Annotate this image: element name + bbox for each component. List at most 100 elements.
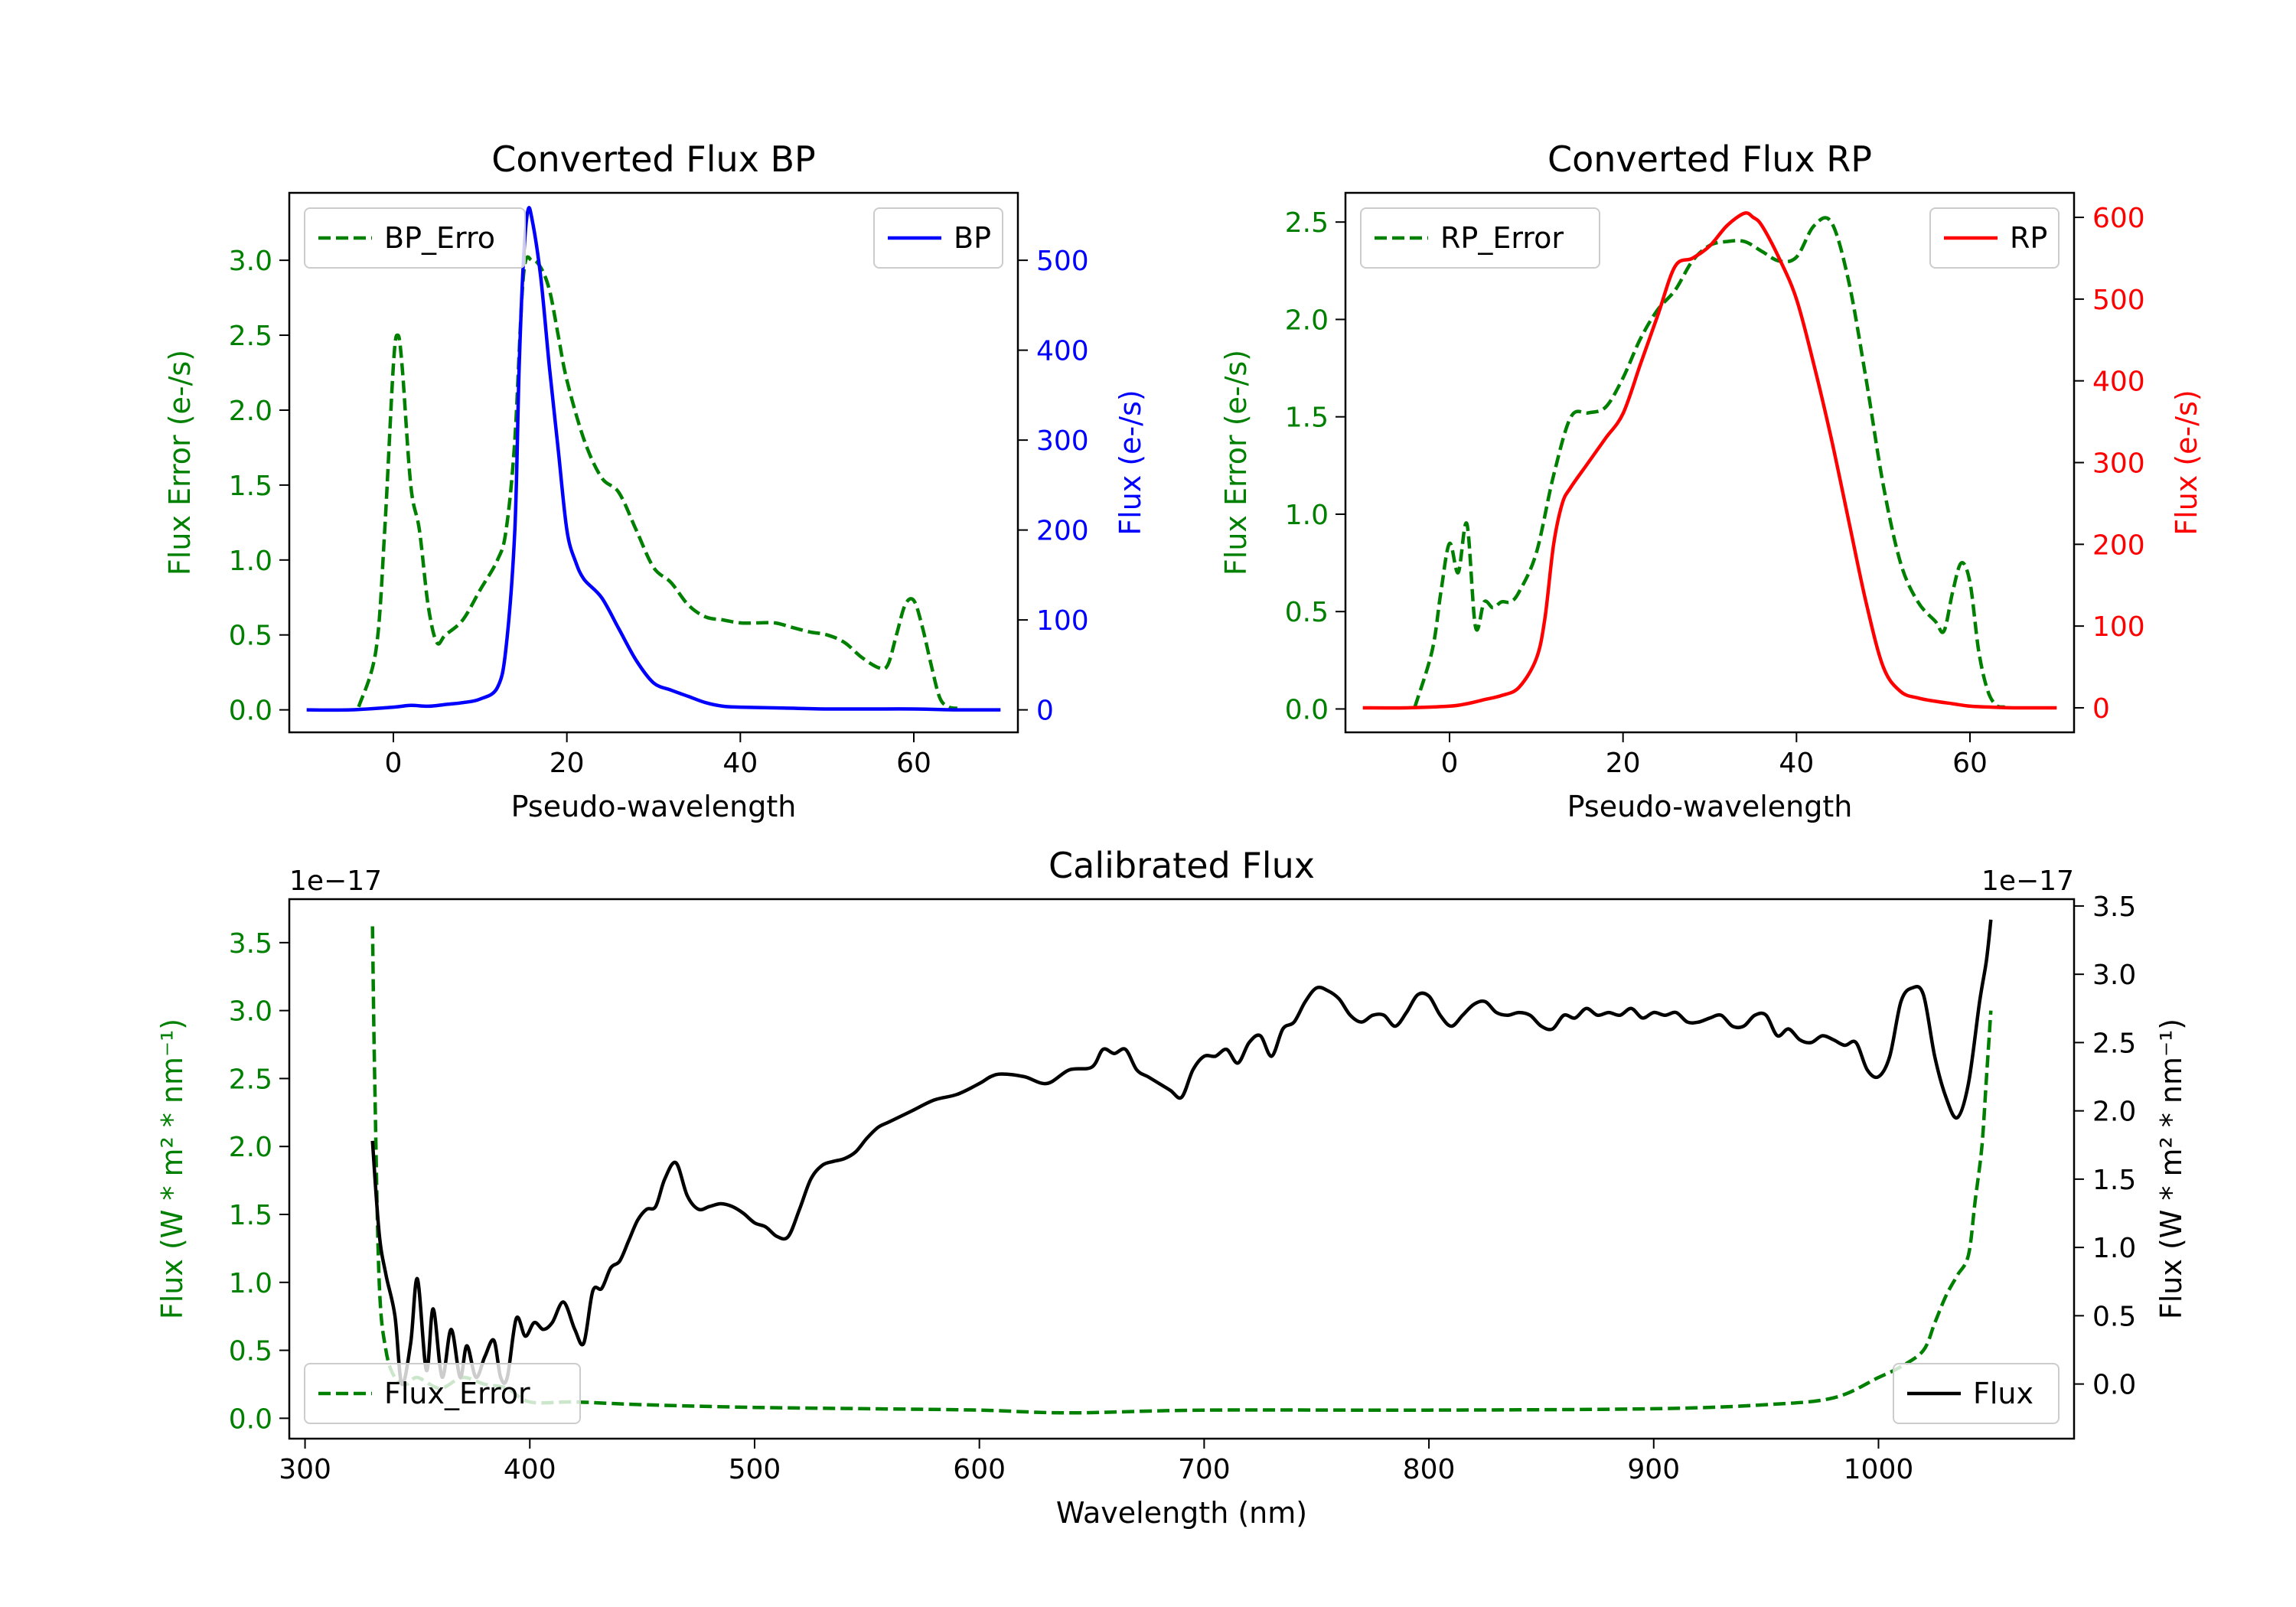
legend-box <box>1360 207 1600 269</box>
left-tick-label: 0.0 <box>1285 694 1329 725</box>
left-tick-label: 3.5 <box>229 928 272 960</box>
chart-title: Converted Flux RP <box>1548 139 1872 180</box>
x-tick-label: 400 <box>504 1454 556 1485</box>
right-tick-label: 100 <box>2092 611 2145 643</box>
left-tick-label: 1.0 <box>229 546 272 577</box>
left-tick-label: 2.5 <box>229 321 272 352</box>
left-tick-label: 2.0 <box>229 1132 272 1163</box>
series-line-rp <box>1362 211 2057 710</box>
left-offset-text: 1e−17 <box>289 865 382 897</box>
left-tick-label: 1.5 <box>229 1200 272 1231</box>
series-line-flux <box>370 919 1993 1387</box>
right-offset-text: 1e−17 <box>1981 865 2074 897</box>
panel-converted-flux-bp: Converted Flux BP 0 20 40 60 Pseudo-wavelengt… <box>163 139 1147 823</box>
right-tick-label: 2.5 <box>2092 1028 2136 1059</box>
legend-label: RP_Error <box>1440 221 1564 255</box>
x-tick-label: 0 <box>1441 748 1459 779</box>
x-tick-label: 500 <box>729 1454 781 1485</box>
right-tick-label: 0.5 <box>2092 1301 2136 1332</box>
legend-label: RP <box>2010 221 2047 255</box>
x-tick-label: 900 <box>1627 1454 1680 1485</box>
x-tick-label: 20 <box>1606 748 1641 779</box>
left-tick-label: 1.5 <box>1285 403 1329 434</box>
right-tick-label: 0.0 <box>2092 1370 2136 1401</box>
left-tick-label: 2.0 <box>229 396 272 427</box>
legend-label: BP_Erro <box>384 221 495 255</box>
series-group <box>1362 211 2057 710</box>
right-tick-label: 500 <box>2092 285 2145 316</box>
left-axis-label: Flux Error (e-/s) <box>1219 350 1253 575</box>
right-tick-label: 400 <box>1036 336 1089 367</box>
x-tick-label: 20 <box>550 748 585 779</box>
left-tick-label: 1.0 <box>229 1268 272 1299</box>
x-tick-label: 700 <box>1178 1454 1231 1485</box>
right-tick-label: 3.5 <box>2092 892 2136 923</box>
x-tick-label: 600 <box>953 1454 1006 1485</box>
x-tick-label: 1000 <box>1844 1454 1914 1485</box>
left-tick-label: 3.0 <box>229 246 272 277</box>
panel-calibrated-flux: Calibrated Flux 300 400 500 600 700 800 900 1000… <box>155 845 2188 1530</box>
series-group <box>306 206 1001 712</box>
left-tick-label: 0.0 <box>229 1403 272 1435</box>
right-tick-label: 0 <box>2092 693 2110 725</box>
x-tick-label: 0 <box>385 748 403 779</box>
legend-bp: BP <box>873 207 1003 269</box>
x-axis-label: Pseudo-wavelength <box>1567 790 1853 823</box>
series-line-bp <box>306 206 1001 712</box>
legend-rp-error: RP_Error <box>1360 207 1600 269</box>
legend-box <box>304 1363 581 1424</box>
right-tick-label: 300 <box>2092 448 2145 480</box>
legend-rp: RP <box>1929 207 2060 269</box>
right-tick-label: 300 <box>1036 425 1089 457</box>
left-tick-label: 0.5 <box>229 1336 272 1367</box>
legend-label: Flux_Error <box>384 1377 530 1410</box>
x-tick-label: 40 <box>722 748 758 779</box>
left-tick-label: 2.0 <box>1285 305 1329 336</box>
chart-title: Calibrated Flux <box>1049 845 1315 886</box>
right-tick-label: 2.0 <box>2092 1097 2136 1128</box>
x-axis-label: Pseudo-wavelength <box>511 790 797 823</box>
right-axis-label: Flux (e-/s) <box>2170 390 2203 535</box>
left-tick-label: 1.0 <box>1285 500 1329 531</box>
left-axis-label: Flux (W * m² * nm⁻¹) <box>155 1019 189 1319</box>
legend-flux-error: Flux_Error <box>304 1363 581 1424</box>
panel-converted-flux-rp: Converted Flux RP 0 20 40 60 Pseudo-wavelengt… <box>1219 139 2203 823</box>
right-tick-label: 1.5 <box>2092 1165 2136 1196</box>
left-tick-label: 0.5 <box>1285 597 1329 628</box>
left-tick-label: 0.0 <box>229 696 272 727</box>
x-tick-label: 60 <box>1952 748 1988 779</box>
left-tick-label: 0.5 <box>229 621 272 652</box>
right-tick-label: 0 <box>1036 696 1054 727</box>
right-tick-label: 3.0 <box>2092 960 2136 991</box>
legend-bp-error: BP_Erro <box>304 207 526 269</box>
plot-frame <box>288 191 1019 734</box>
right-tick-label: 500 <box>1036 246 1089 277</box>
x-axis-label: Wavelength (nm) <box>1056 1496 1307 1530</box>
right-tick-label: 200 <box>2092 530 2145 561</box>
left-tick-label: 3.0 <box>229 996 272 1028</box>
legend-flux: Flux <box>1893 1363 2060 1424</box>
right-tick-label: 100 <box>1036 605 1089 637</box>
legend-box <box>304 207 526 269</box>
right-tick-label: 1.0 <box>2092 1233 2136 1264</box>
plot-frame <box>288 898 2076 1440</box>
x-tick-label: 800 <box>1403 1454 1456 1485</box>
right-tick-label: 600 <box>2092 203 2145 234</box>
legend-label: BP <box>954 221 991 255</box>
x-tick-label: 60 <box>896 748 931 779</box>
chart-title: Converted Flux BP <box>491 139 816 180</box>
left-tick-label: 2.5 <box>1285 207 1329 239</box>
x-tick-label: 300 <box>279 1454 331 1485</box>
legend-box <box>1893 1363 2060 1424</box>
right-axis-label: Flux (e-/s) <box>1114 390 1147 535</box>
left-tick-label: 2.5 <box>229 1064 272 1095</box>
left-tick-label: 1.5 <box>229 471 272 502</box>
x-tick-label: 40 <box>1779 748 1814 779</box>
series-line-bp-error <box>357 255 958 710</box>
right-axis-label: Flux (W * m² * nm⁻¹) <box>2154 1019 2188 1319</box>
right-tick-label: 400 <box>2092 367 2145 398</box>
right-tick-label: 200 <box>1036 516 1089 547</box>
left-axis-label: Flux Error (e-/s) <box>163 350 197 575</box>
legend-label: Flux <box>1973 1377 2033 1410</box>
